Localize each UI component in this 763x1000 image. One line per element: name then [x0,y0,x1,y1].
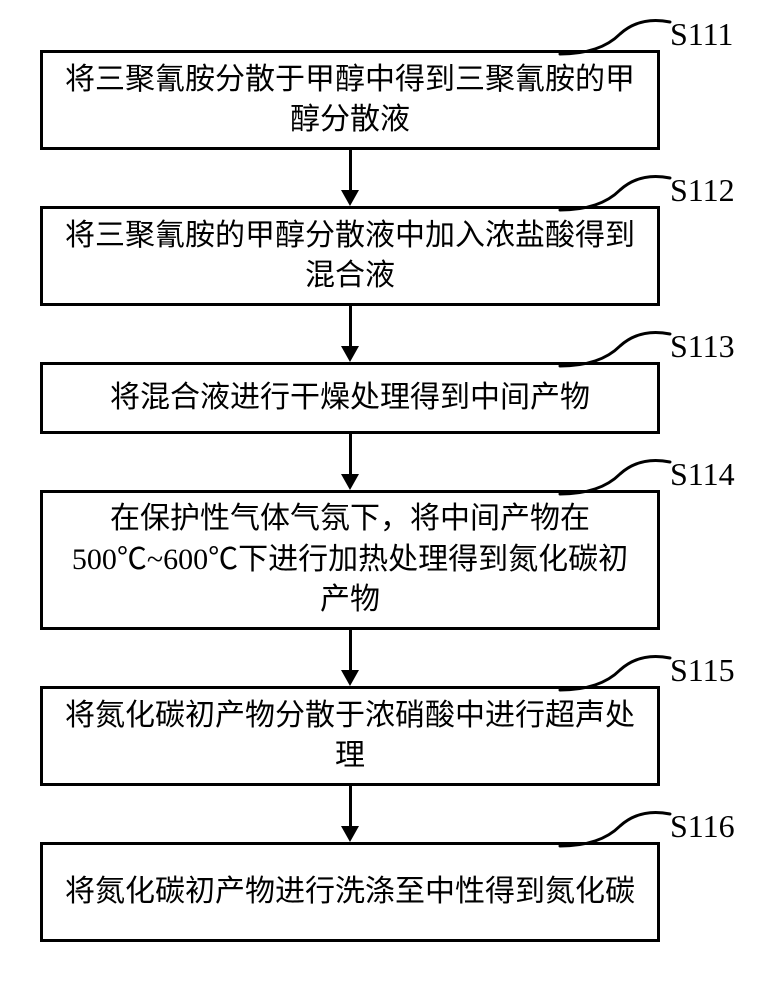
callout-curve [560,812,670,852]
step-label-s116: S116 [670,808,735,845]
step-label-s112: S112 [670,172,735,209]
step-label-s113: S113 [670,328,735,365]
step-label-s114: S114 [670,456,735,493]
flow-node-text: 将氮化碳初产物分散于浓硝酸中进行超声处理 [63,696,637,777]
callout-curve [560,176,670,216]
step-label-s111: S111 [670,16,733,53]
flow-node-text: 在保护性气体气氛下，将中间产物在500℃~600℃下进行加热处理得到氮化碳初产物 [63,499,637,621]
flow-node-s116: 将氮化碳初产物进行洗涤至中性得到氮化碳 [40,842,660,942]
flow-node-text: 将三聚氰胺分散于甲醇中得到三聚氰胺的甲醇分散液 [63,60,637,141]
flow-node-s112: 将三聚氰胺的甲醇分散液中加入浓盐酸得到混合液 [40,206,660,306]
flow-node-text: 将三聚氰胺的甲醇分散液中加入浓盐酸得到混合液 [63,216,637,297]
flow-node-text: 将混合液进行干燥处理得到中间产物 [110,378,590,419]
flow-node-s114: 在保护性气体气氛下，将中间产物在500℃~600℃下进行加热处理得到氮化碳初产物 [40,490,660,630]
flow-node-s113: 将混合液进行干燥处理得到中间产物 [40,362,660,434]
callout-curve [560,656,670,696]
callout-curve [560,20,670,60]
flowchart-canvas: 将三聚氰胺分散于甲醇中得到三聚氰胺的甲醇分散液 S111 将三聚氰胺的甲醇分散液中加… [0,0,763,1000]
flow-node-s115: 将氮化碳初产物分散于浓硝酸中进行超声处理 [40,686,660,786]
flow-node-text: 将氮化碳初产物进行洗涤至中性得到氮化碳 [65,872,635,913]
step-label-s115: S115 [670,652,735,689]
callout-curve [560,332,670,372]
callout-curve [560,460,670,500]
flow-node-s111: 将三聚氰胺分散于甲醇中得到三聚氰胺的甲醇分散液 [40,50,660,150]
